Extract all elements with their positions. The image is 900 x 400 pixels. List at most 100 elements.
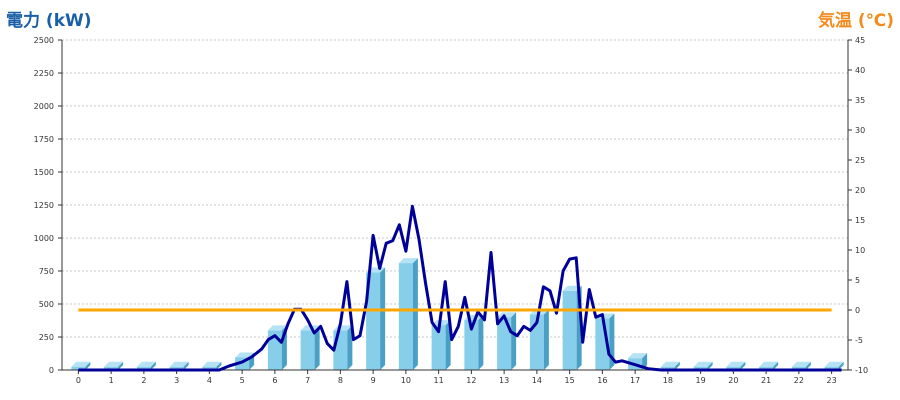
left-tick-label: 750 (39, 267, 54, 276)
bar (300, 330, 315, 370)
left-tick-label: 1250 (34, 201, 54, 210)
bar (693, 366, 708, 370)
left-tick-label: 250 (39, 333, 54, 342)
bar (791, 366, 806, 370)
bar (104, 366, 119, 370)
x-tick-label: 11 (434, 376, 444, 385)
bar (431, 325, 446, 370)
left-tick-label: 0 (49, 366, 54, 375)
bar (333, 330, 348, 370)
x-tick-label: 23 (827, 376, 837, 385)
bar-side (511, 312, 517, 370)
bar-side (150, 361, 156, 370)
bar (726, 366, 741, 370)
x-tick-label: 2 (141, 376, 146, 385)
bar-top (136, 361, 156, 367)
bar-top (693, 361, 713, 367)
x-tick-label: 7 (305, 376, 310, 385)
x-tick-label: 22 (794, 376, 804, 385)
bar (497, 317, 512, 370)
bar-top (398, 258, 418, 264)
x-tick-label: 14 (532, 376, 542, 385)
bar (660, 366, 675, 370)
bar (464, 319, 479, 370)
right-tick-label: 45 (855, 36, 865, 45)
right-tick-label: 5 (855, 276, 860, 285)
x-tick-label: 0 (76, 376, 81, 385)
right-tick-label: -5 (855, 336, 863, 345)
bar-top (104, 361, 124, 367)
right-tick-label: 0 (855, 306, 860, 315)
right-tick-label: 25 (855, 156, 865, 165)
x-tick-label: 20 (728, 376, 738, 385)
bar-top (169, 361, 189, 367)
x-tick-label: 15 (565, 376, 575, 385)
right-tick-label: 10 (855, 246, 865, 255)
bar-top (71, 361, 91, 367)
bar-top (267, 325, 287, 331)
bar-side (380, 267, 386, 370)
bar-side (740, 361, 746, 370)
bar-top (497, 312, 517, 318)
bar (398, 263, 413, 370)
left-tick-label: 2000 (34, 102, 54, 111)
x-tick-label: 16 (597, 376, 607, 385)
bar (136, 366, 151, 370)
bar-side (805, 361, 811, 370)
x-tick-label: 1 (109, 376, 114, 385)
right-tick-label: 40 (855, 66, 865, 75)
bar-side (347, 325, 353, 370)
bar-top (791, 361, 811, 367)
right-tick-label: -10 (855, 366, 868, 375)
bar-top (660, 361, 680, 367)
bar-side (838, 361, 844, 370)
x-tick-label: 3 (174, 376, 179, 385)
bar-side (216, 361, 222, 370)
left-axis-title: 電力 (kW) (6, 11, 92, 31)
right-tick-label: 20 (855, 186, 865, 195)
x-tick-label: 6 (272, 376, 277, 385)
right-tick-label: 35 (855, 96, 865, 105)
bar (562, 290, 577, 370)
power-line (78, 204, 842, 372)
bar-side (478, 314, 484, 370)
left-tick-label: 2250 (34, 69, 54, 78)
bar-side (773, 361, 779, 370)
left-tick-label: 500 (39, 300, 54, 309)
right-tick-label: 15 (855, 216, 865, 225)
bar-top (235, 352, 255, 358)
bar-top (562, 285, 582, 291)
bar-top (759, 361, 779, 367)
bar (366, 272, 381, 370)
x-tick-label: 8 (338, 376, 343, 385)
bar-top (726, 361, 746, 367)
bar-side (183, 361, 189, 370)
x-tick-label: 10 (401, 376, 411, 385)
bar (824, 366, 839, 370)
bar-side (314, 325, 320, 370)
bar-side (674, 361, 680, 370)
bar-top (824, 361, 844, 367)
bar-side (543, 309, 549, 370)
bar (71, 366, 86, 370)
bar-top (202, 361, 222, 367)
x-tick-label: 21 (761, 376, 771, 385)
bar (169, 366, 184, 370)
right-tick-label: 30 (855, 126, 865, 135)
x-tick-label: 5 (240, 376, 245, 385)
bar-side (412, 258, 418, 370)
right-axis-title: 気温 (℃) (817, 11, 894, 31)
x-tick-label: 4 (207, 376, 212, 385)
bar-side (445, 320, 451, 370)
left-tick-label: 1750 (34, 135, 54, 144)
x-tick-label: 13 (499, 376, 509, 385)
bar (202, 366, 217, 370)
bar-top (628, 353, 648, 359)
left-tick-label: 1000 (34, 234, 54, 243)
x-tick-label: 18 (663, 376, 673, 385)
bar (759, 366, 774, 370)
x-tick-label: 9 (371, 376, 376, 385)
left-tick-label: 1500 (34, 168, 54, 177)
bar-side (707, 361, 713, 370)
